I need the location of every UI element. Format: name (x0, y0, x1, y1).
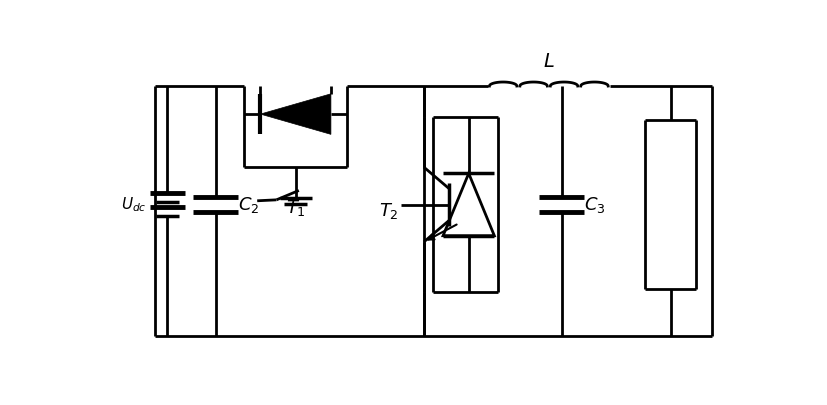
Polygon shape (261, 94, 331, 134)
Text: $T_2$: $T_2$ (379, 201, 399, 221)
Text: $C_2$: $C_2$ (238, 194, 260, 215)
Text: $C_3$: $C_3$ (584, 194, 605, 215)
Text: $L$: $L$ (543, 51, 555, 70)
Text: $T_1$: $T_1$ (285, 198, 306, 217)
Text: $U_{dc}$: $U_{dc}$ (122, 195, 147, 214)
